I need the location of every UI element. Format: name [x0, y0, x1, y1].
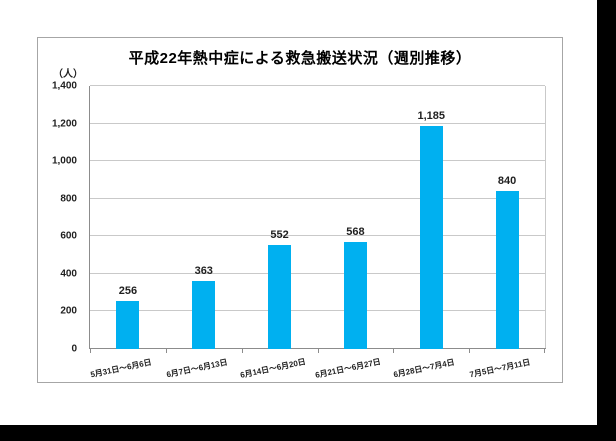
y-axis-unit-label: （人） [53, 69, 83, 80]
y-tick-label: 0 [71, 343, 77, 355]
bar-value-label: 840 [497, 175, 517, 188]
y-tick-label: 800 [60, 193, 77, 205]
chart-title: 平成22年熱中症による救急搬送状況（週別推移） [128, 50, 472, 67]
bar-value-label: 256 [118, 284, 138, 297]
x-tick-label: 6月21日～6月27日 [314, 357, 382, 380]
x-axis-tick-mark [544, 349, 545, 353]
bar [419, 126, 443, 349]
y-tick-label: 1,200 [51, 118, 77, 130]
x-tick-label: 6月28日～7月4日 [392, 357, 456, 380]
y-tick-label: 1,000 [51, 155, 77, 167]
x-tick-label: 7月5日～7月11日 [468, 357, 532, 380]
gridline [90, 197, 545, 199]
gridline [90, 85, 545, 86]
chart-container: 平成22年熱中症による救急搬送状況（週別推移） （人） 256 363 552 568… [37, 37, 563, 383]
x-tick-label: 6月14日～6月20日 [239, 357, 307, 380]
x-axis-tick-mark [469, 349, 471, 353]
bar [343, 242, 367, 349]
x-axis-tick-mark [317, 349, 319, 353]
gridline [90, 160, 545, 162]
x-axis-tick-mark [393, 349, 395, 353]
bar [116, 300, 140, 349]
y-tick-label: 200 [60, 305, 77, 317]
x-axis-tick-mark [241, 349, 243, 353]
gridline [90, 235, 545, 237]
x-axis-tick-mark [165, 349, 167, 353]
y-axis-tick-labels: 0 200 400 600 800 1,000 1,200 1,400 [38, 38, 83, 382]
bar [192, 280, 216, 349]
x-axis-tick-mark [90, 349, 91, 353]
x-tick-label: 6月7日～6月13日 [165, 357, 229, 380]
bar-value-label: 552 [270, 229, 289, 242]
x-axis-line [89, 348, 546, 349]
bar-value-label: 363 [194, 264, 213, 277]
bar-value-label: 1,185 [417, 110, 446, 123]
y-tick-label: 600 [60, 230, 77, 242]
gridline [90, 272, 545, 274]
bar-value-label: 568 [346, 226, 365, 239]
y-tick-label: 400 [60, 268, 77, 280]
page-background: 平成22年熱中症による救急搬送状況（週別推移） （人） 256 363 552 568… [0, 0, 597, 425]
bar [495, 191, 519, 349]
bar [268, 245, 292, 349]
gridline [90, 310, 545, 312]
gridline [90, 122, 545, 124]
x-axis-tick-labels: 5月31日～6月6日 6月7日～6月13日 6月14日～6月20日 6月21日～6月2… [89, 357, 544, 391]
plot-area: 256 363 552 568 1,185 840 [89, 85, 546, 353]
x-tick-label: 5月31日～6月6日 [89, 357, 153, 380]
y-tick-label: 1,400 [51, 80, 77, 92]
